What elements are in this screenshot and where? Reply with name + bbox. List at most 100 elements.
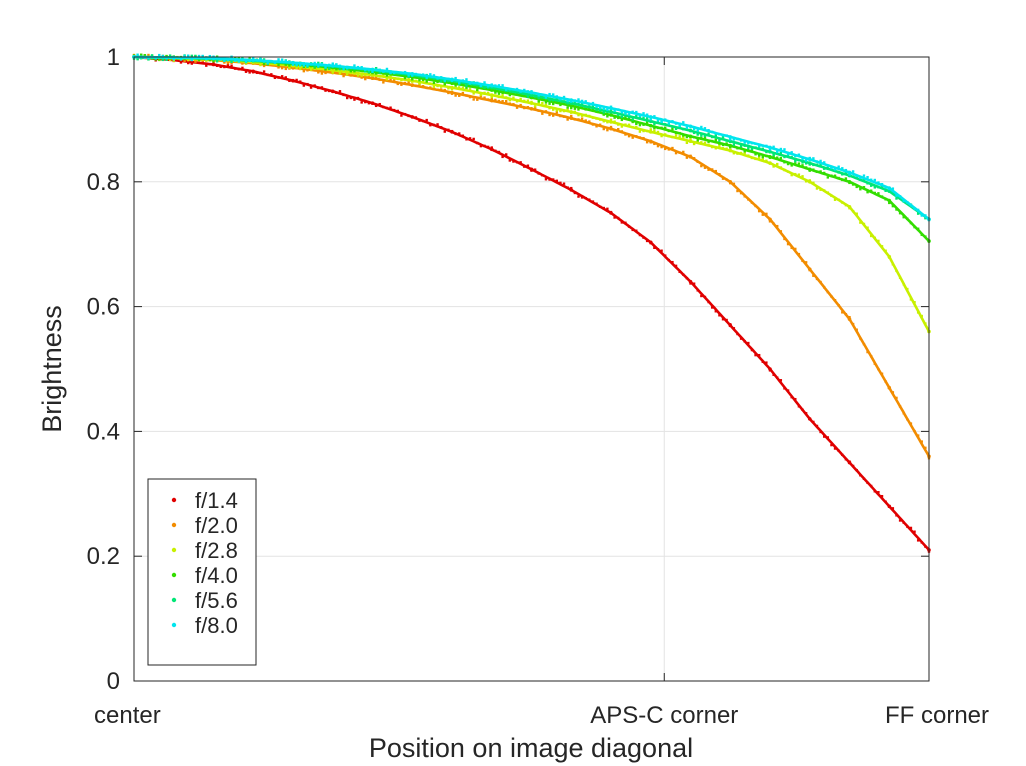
scatter-point [790, 164, 793, 167]
scatter-point [364, 68, 367, 72]
scatter-point [346, 73, 349, 76]
scatter-point [389, 75, 392, 78]
scatter-point [551, 102, 555, 106]
scatter-point [725, 142, 728, 145]
scatter-point [624, 112, 627, 115]
scatter-point [367, 101, 371, 105]
scatter-point [407, 74, 410, 77]
scatter-point [703, 141, 707, 144]
scatter-point [551, 114, 555, 117]
scatter-point [403, 81, 407, 85]
scatter-point [385, 106, 389, 110]
scatter-point [342, 68, 345, 71]
scatter-point [429, 124, 432, 127]
scatter-point [436, 77, 439, 80]
scatter-point [736, 152, 739, 155]
scatter-point [458, 86, 461, 89]
scatter-point [624, 123, 627, 126]
scatter-point [577, 108, 580, 111]
scatter-point [450, 87, 454, 91]
tick-marks [133, 56, 930, 682]
scatter-point [743, 141, 746, 144]
scatter-point [776, 150, 779, 154]
scatter-point [233, 67, 237, 70]
series-f-4-0 [132, 53, 931, 243]
scatter-point [714, 132, 717, 135]
scatter-point [280, 75, 284, 78]
scatter-point [389, 71, 392, 75]
scatter-point [299, 64, 302, 67]
scatter-point [819, 280, 822, 284]
scatter-point [844, 458, 848, 461]
scatter-point [450, 129, 454, 133]
scatter-point [667, 258, 671, 262]
scatter-point [479, 144, 483, 148]
scatter-point [501, 155, 504, 159]
scatter-point [606, 115, 609, 118]
scatter-point [710, 135, 714, 139]
scatter-point [591, 101, 595, 105]
scatter-point [794, 159, 797, 163]
scatter-point [577, 195, 580, 198]
scatter-point [808, 268, 811, 272]
scatter-point [786, 162, 790, 166]
scatter-point [627, 134, 631, 138]
scatter-point [403, 112, 407, 116]
scatter-point [443, 83, 446, 86]
scatter-point [436, 123, 439, 126]
scatter-point [880, 186, 884, 189]
scatter-point [757, 156, 761, 159]
scatter-point [815, 170, 819, 174]
scatter-point [721, 177, 725, 180]
scatter-point [335, 91, 338, 95]
scatter-point [548, 106, 551, 110]
scatter-point [432, 85, 436, 89]
scatter-point [801, 164, 804, 167]
scatter-point [692, 157, 696, 160]
scatter-point [645, 121, 649, 124]
scatter-point [804, 166, 808, 169]
scatter-point [382, 81, 385, 84]
scatter-point [718, 142, 721, 145]
scatter-point [801, 408, 804, 411]
scatter-point [280, 58, 284, 61]
series-line [133, 55, 931, 458]
scatter-point [447, 81, 450, 84]
scatter-point [624, 133, 627, 136]
scatter-point [598, 123, 602, 126]
scatter-point [295, 78, 298, 82]
scatter-point [833, 168, 837, 171]
scatter-point [696, 160, 699, 164]
legend-item: f/8.0 [171, 613, 238, 638]
scatter-point [331, 90, 334, 94]
scatter-point [389, 106, 392, 109]
scatter-point [425, 118, 428, 122]
scatter-point [916, 227, 920, 230]
scatter-point [205, 59, 208, 62]
scatter-point [342, 69, 345, 73]
scatter-point [804, 412, 808, 415]
scatter-point [277, 76, 280, 79]
scatter-point [364, 77, 367, 81]
scatter-point [754, 353, 757, 357]
scatter-point [418, 75, 421, 78]
scatter-point [736, 189, 739, 193]
scatter-point [533, 106, 537, 109]
scatter-point [682, 150, 685, 154]
scatter-point [841, 201, 844, 204]
scatter-point [660, 249, 663, 252]
scatter-point [703, 127, 707, 130]
scatter-point [873, 362, 876, 365]
scatter-point [606, 121, 609, 124]
scatter-point [338, 67, 342, 71]
scatter-point [613, 116, 616, 119]
scatter-point [454, 84, 457, 87]
scatter-point [602, 113, 605, 116]
scatter-point [808, 163, 811, 166]
scatter-point [479, 93, 483, 97]
scatter-point [490, 97, 493, 100]
scatter-point [685, 141, 689, 145]
scatter-point [476, 98, 479, 101]
scatter-point [898, 519, 902, 522]
scatter-point [714, 147, 717, 150]
